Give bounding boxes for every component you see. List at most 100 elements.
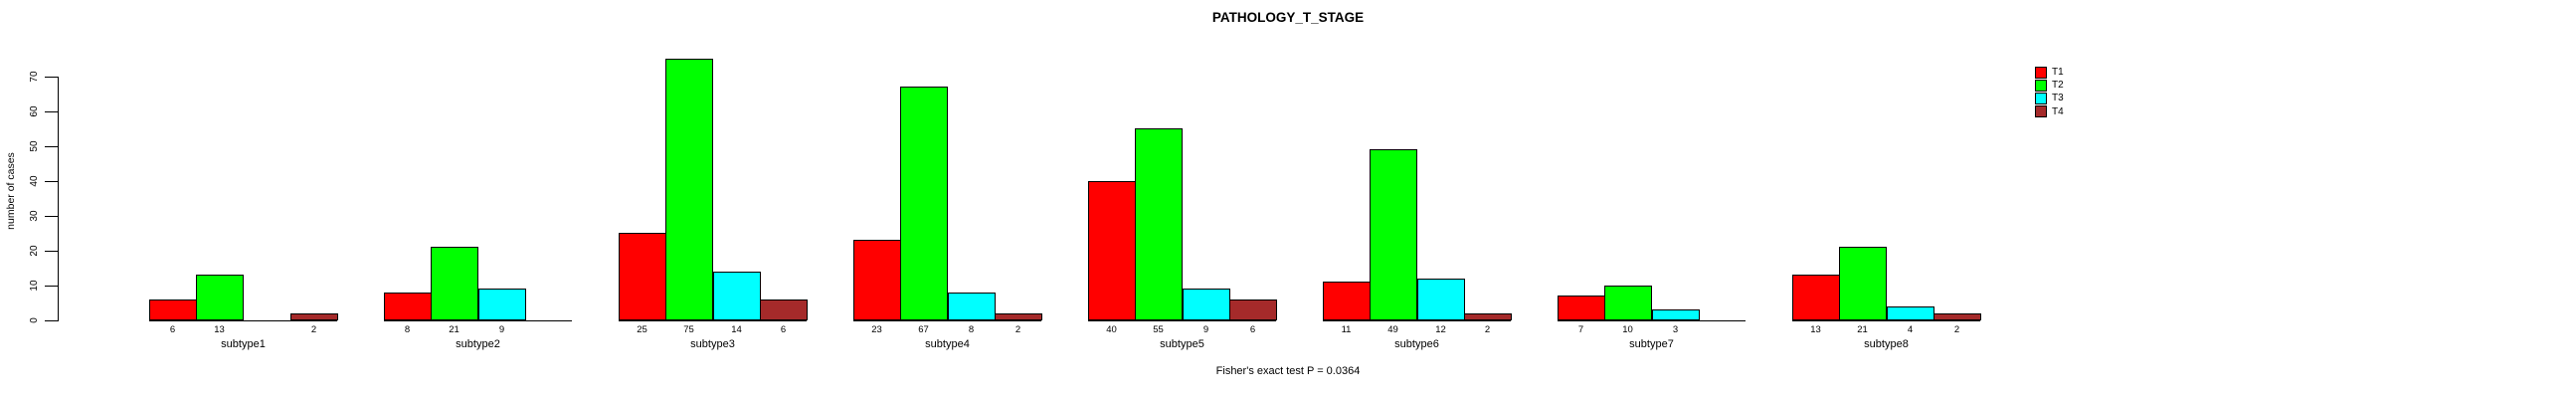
bar-value-label: 8 bbox=[968, 324, 975, 335]
bar-subtype4-T3 bbox=[948, 293, 996, 320]
bar-subtype4-T1 bbox=[853, 240, 901, 320]
fisher-test-caption: Fisher's exact test P = 0.0364 bbox=[1215, 365, 1361, 377]
y-tick bbox=[45, 216, 58, 217]
bar-value-label: 13 bbox=[1810, 324, 1821, 335]
legend-item-T1: T1 bbox=[2035, 66, 2064, 79]
legend-swatch-icon bbox=[2035, 79, 2047, 92]
x-category-label: subtype2 bbox=[456, 338, 500, 350]
bar-value-label: 2 bbox=[1953, 324, 1960, 335]
bar-value-label: 10 bbox=[1622, 324, 1633, 335]
bar-subtype8-T2 bbox=[1839, 247, 1887, 320]
bar-value-label: 55 bbox=[1153, 324, 1164, 335]
legend: T1 T2 T3 T4 bbox=[2035, 66, 2064, 118]
bar-value-label: 12 bbox=[1435, 324, 1446, 335]
bar-subtype7-T1 bbox=[1558, 296, 1605, 320]
y-tick-label: 20 bbox=[29, 245, 40, 257]
bar-subtype5-T2 bbox=[1135, 128, 1183, 320]
bar-value-label: 21 bbox=[449, 324, 460, 335]
y-tick bbox=[45, 286, 58, 287]
bar-subtype3-T2 bbox=[665, 59, 713, 320]
bar-subtype2-T3 bbox=[478, 289, 526, 320]
bar-value-label: 49 bbox=[1387, 324, 1398, 335]
group-baseline bbox=[149, 320, 337, 321]
bar-value-label: 75 bbox=[683, 324, 694, 335]
x-category-label: subtype8 bbox=[1864, 338, 1909, 350]
y-tick-label: 0 bbox=[29, 317, 40, 323]
legend-label: T4 bbox=[2052, 105, 2064, 117]
bar-value-label: 21 bbox=[1857, 324, 1868, 335]
bar-value-label: 40 bbox=[1106, 324, 1117, 335]
y-axis-line bbox=[58, 77, 59, 321]
bar-subtype7-T2 bbox=[1604, 286, 1652, 320]
bar-subtype8-T1 bbox=[1792, 275, 1840, 320]
y-tick-label: 50 bbox=[29, 140, 40, 152]
bar-subtype2-T1 bbox=[384, 293, 432, 320]
bar-subtype2-T2 bbox=[431, 247, 478, 320]
x-category-label: subtype3 bbox=[690, 338, 735, 350]
y-tick bbox=[45, 181, 58, 182]
bar-value-label: 2 bbox=[1014, 324, 1021, 335]
bar-value-label: 9 bbox=[498, 324, 505, 335]
y-axis-label: number of cases bbox=[5, 152, 17, 230]
group-baseline bbox=[1558, 320, 1746, 321]
bar-subtype1-T2 bbox=[196, 275, 244, 320]
bar-value-label: 2 bbox=[1484, 324, 1491, 335]
bar-value-label: 6 bbox=[1249, 324, 1256, 335]
legend-label: T2 bbox=[2052, 80, 2064, 92]
bar-value-label: 23 bbox=[871, 324, 882, 335]
bar-subtype4-T2 bbox=[900, 87, 948, 320]
y-tick bbox=[45, 251, 58, 252]
bar-value-label: 13 bbox=[214, 324, 225, 335]
bar-subtype8-T3 bbox=[1887, 306, 1934, 320]
bar-subtype5-T1 bbox=[1088, 181, 1136, 320]
bar-value-label: 6 bbox=[169, 324, 176, 335]
bar-subtype7-T3 bbox=[1652, 309, 1700, 320]
legend-label: T3 bbox=[2052, 93, 2064, 104]
y-tick-label: 40 bbox=[29, 175, 40, 187]
bar-subtype4-T4 bbox=[995, 313, 1042, 320]
x-category-label: subtype7 bbox=[1629, 338, 1674, 350]
bar-value-label: 25 bbox=[637, 324, 647, 335]
group-baseline bbox=[1088, 320, 1276, 321]
x-category-label: subtype1 bbox=[221, 338, 266, 350]
bar-value-label: 8 bbox=[404, 324, 411, 335]
bar-subtype5-T4 bbox=[1229, 299, 1277, 320]
bar-value-label: 67 bbox=[918, 324, 929, 335]
group-baseline bbox=[1323, 320, 1511, 321]
bar-value-label: 11 bbox=[1341, 324, 1352, 335]
bar-value-label: 6 bbox=[780, 324, 787, 335]
x-category-label: subtype5 bbox=[1160, 338, 1204, 350]
bar-value-label: 2 bbox=[310, 324, 317, 335]
bar-subtype3-T4 bbox=[760, 299, 808, 320]
legend-item-T4: T4 bbox=[2035, 105, 2064, 118]
bar-subtype6-T4 bbox=[1464, 313, 1512, 320]
group-baseline bbox=[1792, 320, 1980, 321]
legend-item-T3: T3 bbox=[2035, 92, 2064, 104]
chart-title: PATHOLOGY_T_STAGE bbox=[1211, 10, 1365, 25]
bar-subtype3-T1 bbox=[619, 233, 666, 320]
x-category-label: subtype4 bbox=[925, 338, 970, 350]
bar-subtype6-T1 bbox=[1323, 282, 1371, 320]
group-baseline bbox=[384, 320, 572, 321]
y-tick-label: 10 bbox=[29, 280, 40, 292]
bar-subtype8-T4 bbox=[1933, 313, 1981, 320]
legend-label: T1 bbox=[2052, 67, 2064, 78]
bar-value-label: 14 bbox=[731, 324, 742, 335]
bar-subtype3-T3 bbox=[713, 272, 761, 320]
bar-subtype6-T2 bbox=[1370, 149, 1417, 320]
y-tick bbox=[45, 146, 58, 147]
legend-swatch-icon bbox=[2035, 66, 2047, 79]
x-category-label: subtype6 bbox=[1394, 338, 1439, 350]
legend-item-T2: T2 bbox=[2035, 79, 2064, 92]
y-tick-label: 30 bbox=[29, 210, 40, 222]
y-tick-label: 60 bbox=[29, 105, 40, 117]
legend-swatch-icon bbox=[2035, 105, 2047, 118]
bar-value-label: 7 bbox=[1577, 324, 1584, 335]
group-baseline bbox=[853, 320, 1041, 321]
y-tick bbox=[45, 111, 58, 112]
y-tick bbox=[45, 320, 58, 321]
y-tick-label: 70 bbox=[29, 71, 40, 83]
legend-swatch-icon bbox=[2035, 92, 2047, 104]
group-baseline bbox=[619, 320, 807, 321]
